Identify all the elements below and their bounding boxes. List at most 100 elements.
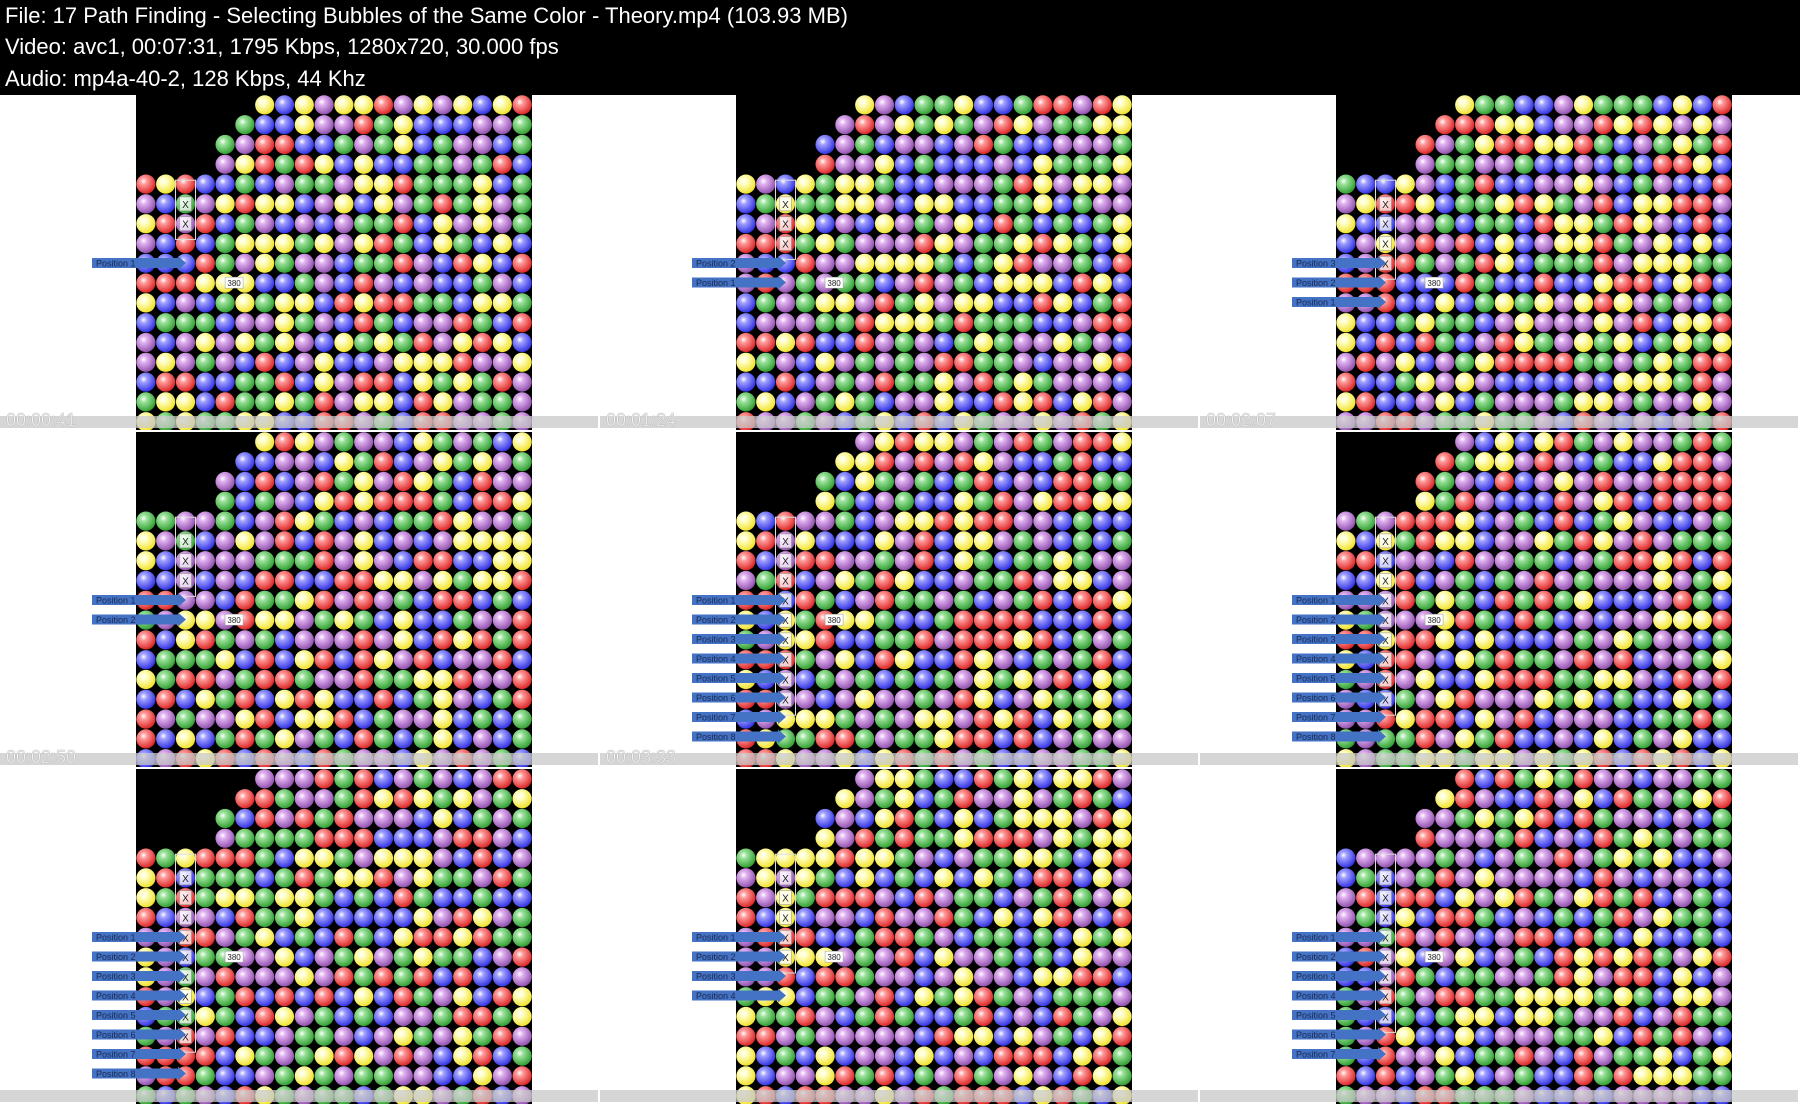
bubble <box>1474 432 1495 452</box>
bubble <box>1072 848 1093 868</box>
bubble <box>1112 1046 1132 1066</box>
bubble <box>1494 273 1514 293</box>
bubble <box>1573 868 1594 888</box>
bubble <box>512 233 532 254</box>
bubble <box>934 273 954 293</box>
bubble <box>453 332 473 353</box>
bubble <box>334 392 354 412</box>
bubble <box>512 888 532 908</box>
bubble <box>855 432 875 452</box>
bubble <box>472 868 493 888</box>
bubble <box>1395 214 1415 234</box>
bubble <box>815 888 835 908</box>
bubble <box>354 590 374 610</box>
bubble <box>314 848 334 868</box>
bubble <box>973 392 994 412</box>
bubble <box>1633 154 1653 174</box>
arrow-head <box>1378 969 1386 983</box>
bubble <box>512 332 532 353</box>
bubble <box>354 471 374 492</box>
bubble <box>433 452 453 472</box>
bubble <box>1356 392 1376 412</box>
bubble <box>1435 214 1455 234</box>
bubble <box>373 214 394 234</box>
bubble <box>973 134 994 155</box>
bubble <box>1435 1046 1455 1066</box>
bubble <box>1712 570 1732 591</box>
bubble <box>954 273 974 293</box>
bubble <box>835 332 855 353</box>
bubble <box>512 927 532 947</box>
bubble <box>294 868 314 888</box>
marker-box <box>179 573 192 588</box>
bubble <box>195 947 215 967</box>
bubble <box>1092 808 1112 829</box>
bubble <box>973 432 994 452</box>
thumbnail: X X X 380 Position 2 Position 1 00:01:24 <box>600 95 1198 430</box>
bubble <box>175 511 196 531</box>
bubble <box>874 392 895 412</box>
bubble <box>874 1066 895 1086</box>
bubble <box>1712 1026 1732 1046</box>
bubble <box>874 432 895 452</box>
bubble <box>1455 471 1475 492</box>
bubble <box>195 332 215 353</box>
bubble <box>492 332 512 353</box>
bubble <box>1653 570 1673 591</box>
bubble <box>492 868 512 888</box>
bubble <box>274 947 295 967</box>
bubble <box>453 352 473 372</box>
bubble <box>1534 570 1554 591</box>
bubble <box>973 253 994 273</box>
bubble <box>314 630 334 650</box>
bubble <box>433 253 453 273</box>
arrow-head <box>1378 671 1386 685</box>
bubble <box>1112 174 1132 194</box>
bubble <box>1013 1046 1033 1066</box>
bubble <box>1613 253 1633 273</box>
bubble <box>1613 590 1633 610</box>
bubble <box>1395 1006 1415 1027</box>
bubble <box>775 1046 796 1066</box>
bubble <box>736 233 756 254</box>
bubble <box>255 590 275 610</box>
bubble <box>1613 689 1633 709</box>
bubble <box>1494 551 1514 571</box>
bubble <box>1474 769 1495 789</box>
bubble <box>215 669 235 690</box>
arrow-head <box>178 1066 186 1081</box>
bubble <box>815 689 835 709</box>
bubble <box>1712 1046 1732 1066</box>
bubble <box>433 689 453 709</box>
bubble <box>433 868 453 888</box>
bubble <box>855 174 875 194</box>
arrow-head <box>178 930 186 944</box>
bubble <box>894 1066 914 1086</box>
arrow-head <box>178 593 186 607</box>
bubble <box>894 927 914 947</box>
bubble <box>1633 253 1653 273</box>
bubble <box>1692 769 1712 789</box>
bubble <box>453 709 473 729</box>
bubble <box>1112 907 1132 928</box>
bubble <box>1692 570 1712 591</box>
bubble <box>334 1006 354 1027</box>
bubble <box>1613 1066 1633 1086</box>
bubble <box>175 848 196 868</box>
bubble <box>136 313 156 333</box>
bubble <box>1653 293 1673 313</box>
bubble <box>1053 154 1073 174</box>
bubble <box>835 511 855 531</box>
bubble <box>1712 967 1732 987</box>
bubble <box>874 194 895 214</box>
bubble <box>1672 134 1693 155</box>
bubble <box>1092 214 1112 234</box>
bubble <box>195 630 215 650</box>
bubble <box>453 590 473 610</box>
bubble <box>334 95 354 115</box>
bubble <box>894 610 914 630</box>
bubble <box>993 134 1013 155</box>
bubble <box>775 1026 796 1046</box>
bubble <box>993 194 1013 214</box>
bubble <box>815 392 835 412</box>
